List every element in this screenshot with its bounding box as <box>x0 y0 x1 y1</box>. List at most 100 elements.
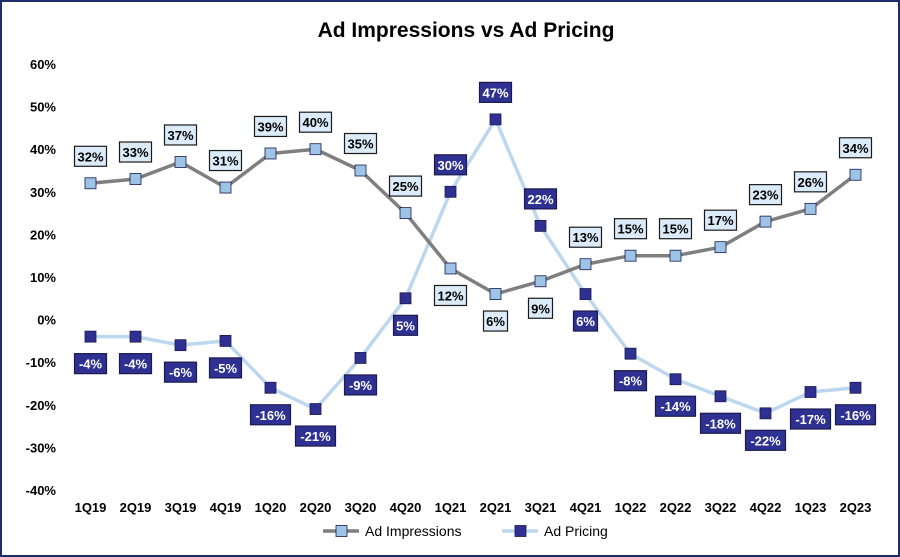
y-tick-label: -10% <box>26 355 57 370</box>
ad-pricing-data-label: -9% <box>343 374 378 396</box>
ad-pricing-line <box>90 117 856 416</box>
ad-impressions-data-label: 15% <box>613 218 648 240</box>
ad-impressions-data-label: 17% <box>703 209 738 231</box>
legend-ad-impressions: Ad Impressions <box>323 523 461 539</box>
ad-impressions-data-label-box <box>73 145 108 167</box>
ad-impressions-data-label-box <box>703 209 738 231</box>
legend-ad-pricing: Ad Pricing <box>502 523 608 539</box>
ad-pricing-marker <box>219 334 232 347</box>
ad-pricing-marker <box>849 381 862 394</box>
ad-impressions-data-label: 6% <box>482 310 509 332</box>
ad-impressions-data-label: 25% <box>388 175 423 197</box>
ad-pricing-data-label-box <box>834 404 877 426</box>
ad-impressions-marker <box>849 168 862 181</box>
ad-impressions-data-label-text: 35% <box>347 137 373 152</box>
ad-impressions-data-label-box <box>163 124 198 146</box>
ad-impressions-data-label-box <box>343 132 378 155</box>
ad-impressions-marker <box>354 164 367 177</box>
ad-impressions-data-label-box <box>838 137 873 159</box>
ad-impressions-data-label-box <box>793 171 828 193</box>
ad-impressions-data-label: 31% <box>208 149 243 172</box>
y-tick-label: 50% <box>30 100 56 115</box>
ad-pricing-data-label: 22% <box>523 188 558 210</box>
ad-impressions-data-label: 15% <box>658 218 693 240</box>
ad-impressions-data-label-text: 37% <box>167 128 193 143</box>
ad-pricing-data-label-text: -6% <box>169 365 193 380</box>
ad-pricing-data-label: -14% <box>654 395 697 417</box>
y-tick-label: -40% <box>26 483 57 498</box>
ad-impressions-data-label-text: 15% <box>662 222 688 237</box>
y-tick-label: 30% <box>30 185 56 200</box>
ad-pricing-data-label-box <box>613 370 648 392</box>
ad-impressions-marker <box>129 173 142 185</box>
legend-ad-pricing-label: Ad Pricing <box>544 523 608 539</box>
ad-impressions-data-label-box <box>748 184 783 206</box>
ad-impressions-line <box>90 147 857 296</box>
ad-impressions-data-label-box <box>527 297 554 319</box>
ad-pricing-data-label-box <box>208 357 243 379</box>
ad-impressions-data-label-text: 34% <box>842 141 868 156</box>
ad-impressions-data-label-text: 9% <box>531 301 550 316</box>
ad-pricing-data-label-text: -9% <box>349 378 373 393</box>
ad-impressions-data-label: 37% <box>163 124 198 146</box>
ad-impressions-marker <box>84 177 97 190</box>
x-tick-label: 2Q23 <box>840 500 872 515</box>
chart-title: Ad Impressions vs Ad Pricing <box>318 19 615 42</box>
axes: -40% -30% -20% -10% 0% 10% 20% 30% 40% 50% 60% 1Q19… <box>26 57 872 515</box>
ad-pricing-data-label-box <box>249 404 292 426</box>
x-tick-label: 3Q21 <box>525 500 557 515</box>
x-tick-label: 3Q19 <box>165 500 197 515</box>
ad-pricing-data-label-text: -16% <box>840 408 871 423</box>
ad-impressions-data-label-text: 33% <box>122 145 148 160</box>
ad-impressions-marker <box>669 249 682 262</box>
ad-impressions-data-label: 33% <box>118 141 153 163</box>
ad-pricing-marker <box>759 407 772 420</box>
series-lines <box>84 113 862 420</box>
ad-impressions-data-label-box <box>482 310 509 332</box>
x-tick-label: 4Q21 <box>570 500 602 515</box>
ad-pricing-data-label-box <box>73 353 108 375</box>
ad-pricing-data-label-text: -4% <box>79 357 103 372</box>
ad-pricing-data-label-box <box>789 408 832 430</box>
ad-impressions-data-label-text: 12% <box>437 288 463 303</box>
ad-impressions-data-label: 40% <box>298 111 333 133</box>
ad-impressions-data-label: 34% <box>838 137 873 159</box>
ad-impressions-data-label-text: 39% <box>257 119 283 134</box>
ad-impressions-data-label-box <box>388 175 423 197</box>
ad-pricing-data-label-box <box>478 81 513 103</box>
ad-pricing-data-label-text: -5% <box>214 361 238 376</box>
y-tick-label: 10% <box>30 270 56 285</box>
ad-pricing-data-label-text: 47% <box>482 85 508 100</box>
ad-pricing-marker <box>444 185 457 198</box>
ad-pricing-data-label: 47% <box>478 81 513 103</box>
ad-pricing-data-label-box <box>744 429 787 451</box>
ad-pricing-marker <box>84 330 97 343</box>
ad-impressions-marker <box>444 262 457 275</box>
y-tick-label: 20% <box>30 227 56 242</box>
ad-impressions-marker <box>399 207 412 220</box>
x-tick-label: 1Q22 <box>615 500 647 515</box>
ad-pricing-data-label-box <box>523 188 558 210</box>
ad-pricing-data-label-box <box>343 374 378 396</box>
legend-ad-impressions-marker <box>335 525 348 537</box>
ad-pricing-data-label: -22% <box>744 429 787 451</box>
ad-pricing-data-label-box <box>654 395 697 417</box>
ad-pricing-data-label-box <box>392 314 419 336</box>
ad-pricing-marker <box>804 386 817 398</box>
ad-pricing-marker <box>579 288 592 300</box>
ad-pricing-data-label-box <box>572 310 599 332</box>
ad-impressions-data-label-text: 32% <box>77 149 103 164</box>
ad-impressions-data-label-box <box>208 149 243 172</box>
ad-impressions-data-label-box <box>613 218 648 240</box>
ad-impressions-data-label-text: 25% <box>392 179 418 194</box>
ad-impressions-data-label: 35% <box>343 132 378 155</box>
ad-impressions-data-label-text: 13% <box>572 230 598 245</box>
ad-pricing-marker <box>669 373 682 386</box>
ad-impressions-data-label: 32% <box>73 145 108 167</box>
ad-impressions-data-label-text: 40% <box>302 115 328 130</box>
ad-pricing-data-label: 6% <box>572 310 599 332</box>
ad-pricing-data-label: -17% <box>789 408 832 430</box>
ad-pricing-data-label-text: 30% <box>437 158 463 173</box>
ad-pricing-data-label-box <box>699 412 742 434</box>
